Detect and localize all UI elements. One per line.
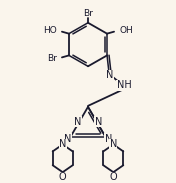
Text: N: N: [59, 139, 66, 150]
Text: O: O: [109, 172, 117, 182]
Text: HO: HO: [43, 26, 57, 35]
Text: O: O: [59, 172, 67, 182]
Text: OH: OH: [119, 26, 133, 35]
Text: N: N: [110, 139, 117, 150]
Text: Br: Br: [47, 54, 57, 63]
Text: N: N: [106, 70, 114, 80]
Text: N: N: [95, 117, 102, 127]
Text: Br: Br: [83, 9, 93, 18]
Text: NH: NH: [117, 80, 131, 90]
Text: N: N: [105, 134, 112, 143]
Text: N: N: [64, 134, 71, 143]
Text: N: N: [74, 117, 81, 127]
